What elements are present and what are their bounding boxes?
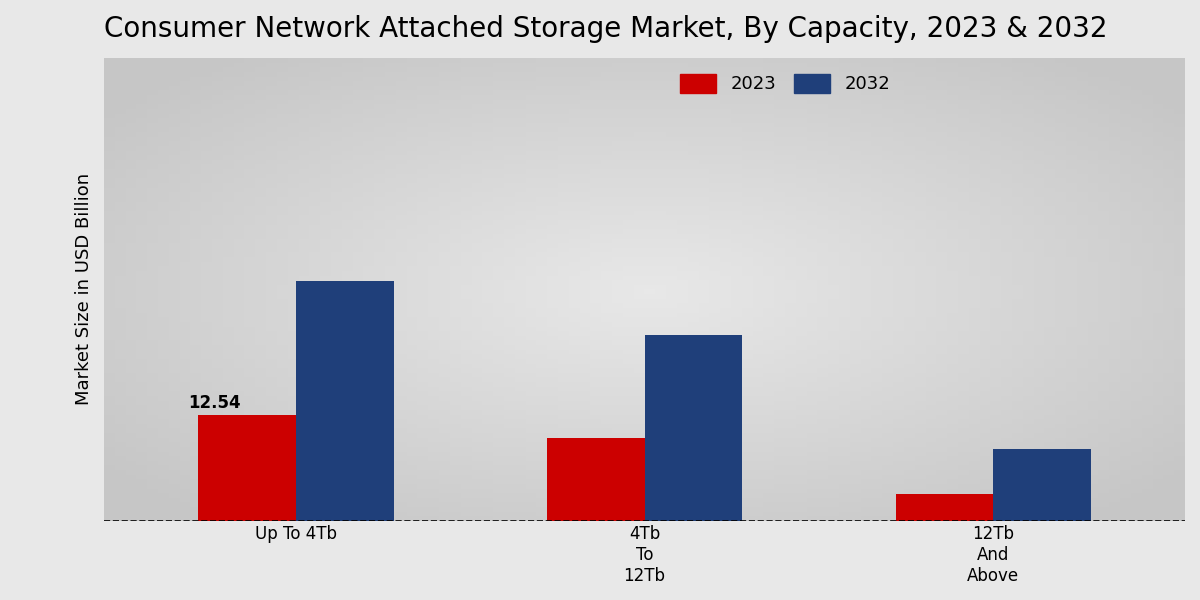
Legend: 2023, 2032: 2023, 2032 (672, 67, 898, 101)
Text: 12.54: 12.54 (187, 394, 240, 412)
Y-axis label: Market Size in USD Billion: Market Size in USD Billion (74, 173, 94, 405)
Bar (644, 335, 742, 521)
Bar (296, 281, 394, 521)
Bar (198, 415, 296, 521)
Text: Consumer Network Attached Storage Market, By Capacity, 2023 & 2032: Consumer Network Attached Storage Market… (104, 15, 1108, 43)
Bar (547, 438, 644, 521)
Bar (895, 494, 994, 521)
Bar (994, 449, 1091, 521)
